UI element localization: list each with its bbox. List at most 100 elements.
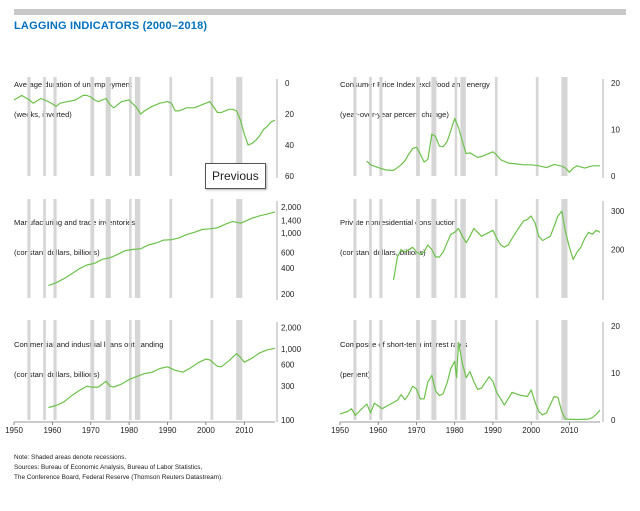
recession-band: [43, 199, 46, 298]
recession-band: [431, 199, 437, 298]
series-line: [48, 211, 276, 287]
recession-band: [379, 199, 383, 298]
x-tick-label: 1950: [331, 426, 349, 435]
recession-band: [134, 320, 141, 420]
x-tick-label: 2000: [522, 426, 540, 435]
panel-subtitle-line: (weeks, inverted): [14, 110, 72, 119]
y-tick-label: 100: [281, 416, 295, 425]
recession-band: [353, 77, 357, 176]
recession-band: [134, 77, 141, 176]
y-tick-label: 20: [285, 110, 294, 119]
panel-title-line: Commercial and industrial loans outstand…: [14, 340, 164, 349]
note-sources: Sources: Bureau of Economic Analysis, Bu…: [14, 464, 203, 471]
recession-band: [90, 320, 95, 420]
previous-tooltip[interactable]: Previous: [205, 163, 266, 189]
y-tick-label: 20: [611, 79, 620, 88]
x-tick-label: 2010: [561, 426, 579, 435]
x-tick-label: 2010: [235, 426, 253, 435]
recession-band: [210, 77, 214, 176]
y-tick-label: 2,000: [281, 203, 302, 212]
recession-band: [105, 199, 111, 298]
recession-band: [460, 199, 466, 298]
note-sources-cont: The Conference Board, Federal Reserve (T…: [14, 474, 223, 481]
recession-band: [561, 199, 568, 298]
recession-band: [535, 320, 539, 420]
recession-band: [27, 199, 31, 298]
recession-band: [129, 320, 132, 420]
recession-band: [369, 77, 372, 176]
recession-band: [353, 320, 357, 420]
y-tick-label: 40: [285, 141, 294, 150]
recession-band: [236, 320, 243, 420]
recession-band: [369, 320, 372, 420]
y-tick-label: 300: [611, 207, 625, 216]
recession-band: [169, 320, 173, 420]
panel-title-line: Consumer Price Index excl. food and ener…: [340, 80, 490, 89]
recession-band: [431, 77, 437, 176]
recession-band: [90, 199, 95, 298]
recession-band: [53, 199, 57, 298]
y-tick-label: 0: [285, 79, 290, 88]
recession-band: [105, 77, 111, 176]
recession-band: [353, 199, 357, 298]
recession-band: [27, 77, 31, 176]
note-recessions: Note: Shaded areas denote recessions.: [14, 454, 127, 461]
recession-band: [53, 320, 57, 420]
recession-band: [43, 320, 46, 420]
y-tick-label: 600: [281, 361, 295, 370]
x-tick-label: 1990: [484, 426, 502, 435]
recession-band: [129, 77, 132, 176]
series-line: [392, 210, 601, 281]
y-tick-label: 20: [611, 322, 620, 331]
y-tick-label: 0: [611, 172, 616, 181]
recession-band: [535, 199, 539, 298]
x-tick-label: 1960: [44, 426, 62, 435]
x-tick-label: 1980: [120, 426, 138, 435]
x-tick-label: 1980: [446, 426, 464, 435]
recession-band: [431, 320, 437, 420]
recession-band: [416, 199, 420, 298]
recession-band: [169, 199, 173, 298]
y-tick-label: 10: [611, 126, 620, 135]
y-tick-label: 400: [281, 264, 295, 273]
recession-band: [43, 77, 46, 176]
y-tick-label: 1,000: [281, 229, 302, 238]
y-tick-label: 200: [611, 246, 625, 255]
recession-band: [236, 77, 243, 176]
x-tick-label: 1990: [159, 426, 177, 435]
recession-band: [210, 199, 214, 298]
recession-band: [535, 77, 539, 176]
y-tick-label: 200: [281, 290, 295, 299]
y-tick-label: 1,000: [281, 345, 302, 354]
series-line: [366, 117, 600, 173]
recession-band: [454, 199, 458, 298]
recession-band: [129, 199, 132, 298]
recession-band: [379, 77, 383, 176]
recession-band: [105, 320, 111, 420]
recession-band: [27, 320, 31, 420]
y-tick-label: 1,400: [281, 216, 302, 225]
recession-band: [494, 320, 498, 420]
recession-band: [460, 77, 466, 176]
recession-band: [236, 199, 243, 298]
x-tick-label: 2000: [197, 426, 215, 435]
header-rule: [14, 9, 626, 15]
y-tick-label: 300: [281, 382, 295, 391]
series-line: [339, 341, 601, 421]
recession-band: [494, 77, 498, 176]
x-tick-label: 1970: [408, 426, 426, 435]
recession-band: [416, 320, 420, 420]
notes: Note: Shaded areas denote recessions. So…: [14, 453, 223, 483]
recession-band: [53, 77, 57, 176]
y-tick-label: 10: [611, 369, 620, 378]
recession-band: [494, 199, 498, 298]
y-tick-label: 2,000: [281, 324, 302, 333]
panel-title-line: Manufacturing and trade inventories: [14, 218, 136, 227]
y-tick-label: 60: [285, 172, 294, 181]
x-tick-label: 1970: [82, 426, 100, 435]
recession-band: [379, 320, 383, 420]
x-tick-label: 1950: [5, 426, 23, 435]
recession-band: [369, 199, 372, 298]
series-line: [48, 347, 276, 409]
